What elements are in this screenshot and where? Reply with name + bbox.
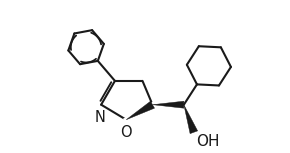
Text: N: N (95, 110, 105, 125)
Text: O: O (120, 125, 132, 140)
Polygon shape (153, 101, 184, 108)
Polygon shape (184, 105, 197, 134)
Text: OH: OH (196, 134, 220, 149)
Polygon shape (126, 101, 155, 120)
